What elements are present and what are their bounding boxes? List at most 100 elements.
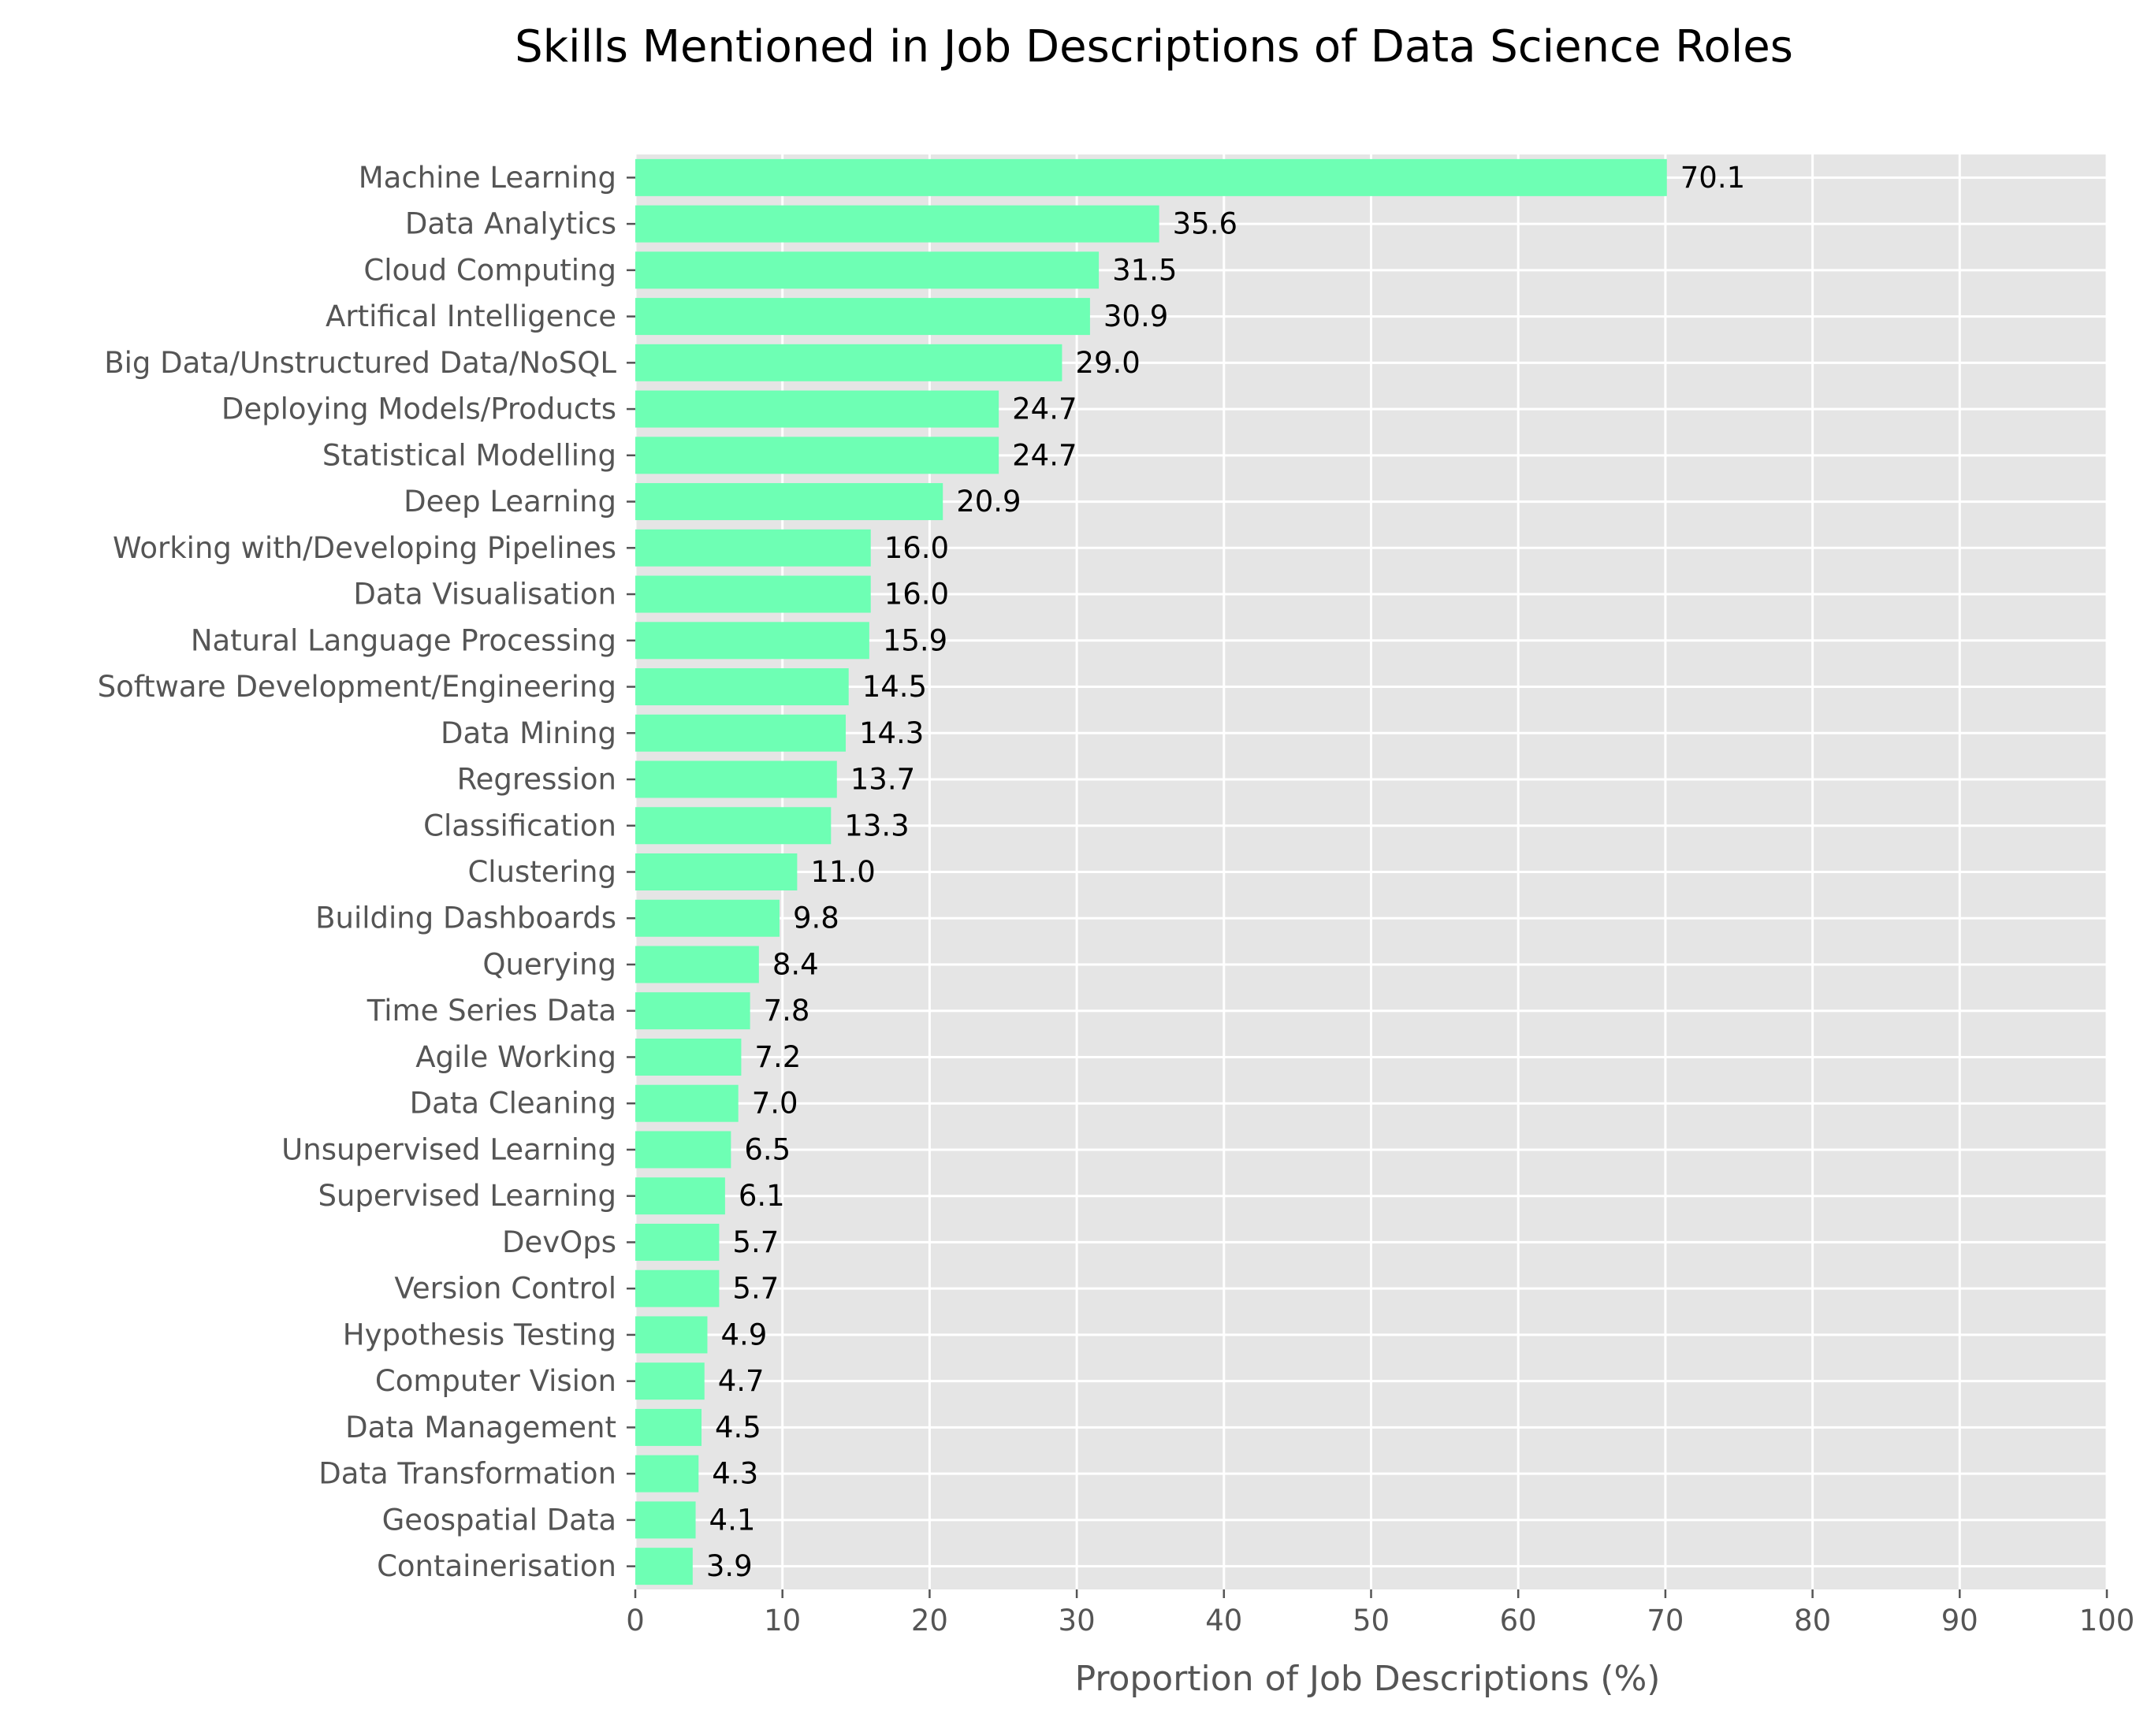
y-tick-label: Regression — [457, 763, 616, 797]
data-label: 9.8 — [793, 901, 839, 935]
y-tick-label: Machine Learning — [359, 161, 616, 195]
bar — [635, 946, 759, 983]
y-tick-label: Natural Language Processing — [191, 623, 616, 657]
bar — [635, 344, 1062, 381]
y-tick-label: DevOps — [502, 1225, 616, 1259]
data-label: 11.0 — [810, 855, 875, 889]
data-label: 5.7 — [732, 1272, 779, 1306]
y-tick-label: Version Control — [394, 1272, 616, 1306]
data-label: 30.9 — [1103, 299, 1168, 333]
bar — [635, 1316, 708, 1354]
x-tick-label: 20 — [911, 1604, 948, 1637]
bar — [635, 205, 1159, 243]
y-tick-label: Big Data/Unstructured Data/NoSQL — [104, 346, 616, 380]
data-label: 29.0 — [1075, 346, 1140, 380]
y-tick-label: Agile Working — [415, 1040, 616, 1074]
bar — [635, 1455, 699, 1493]
bar — [635, 1501, 696, 1539]
x-tick-label: 90 — [1941, 1604, 1978, 1637]
x-tick-label: 0 — [626, 1604, 645, 1637]
data-label: 4.9 — [720, 1318, 767, 1351]
bar — [635, 1269, 720, 1307]
y-tick-label: Data Management — [345, 1411, 616, 1444]
bar — [635, 390, 999, 428]
data-label: 4.7 — [718, 1364, 765, 1398]
y-tick-label: Building Dashboards — [315, 901, 616, 935]
bar — [635, 668, 849, 706]
y-tick-label: Deploying Models/Products — [221, 392, 616, 426]
x-axis: 0 10 20 30 40 50 60 70 80 90 100 — [626, 1589, 2134, 1637]
bar — [635, 529, 871, 567]
y-tick-label: Hypothesis Testing — [343, 1318, 616, 1351]
data-label: 35.6 — [1173, 207, 1237, 241]
data-label: 7.8 — [764, 994, 810, 1028]
bar — [635, 575, 871, 613]
y-tick-label: Computer Vision — [375, 1364, 616, 1398]
chart-title: Skills Mentioned in Job Descriptions of … — [515, 21, 1793, 72]
x-axis-label: Proportion of Job Descriptions (%) — [1075, 1659, 1661, 1699]
bar — [635, 853, 798, 890]
x-tick-label: 80 — [1794, 1604, 1831, 1637]
bar — [635, 760, 837, 798]
data-label: 4.5 — [715, 1411, 761, 1444]
y-tick-label: Data Analytics — [405, 207, 616, 241]
data-label: 14.5 — [862, 670, 927, 704]
bar — [635, 714, 846, 752]
x-tick-label: 10 — [764, 1604, 801, 1637]
bar — [635, 1084, 739, 1122]
bar — [635, 483, 943, 521]
bar — [635, 251, 1100, 289]
y-tick-label: Data Transformation — [318, 1457, 616, 1491]
y-tick-label: Software Development/Engineering — [98, 670, 616, 704]
data-label: 15.9 — [883, 623, 947, 657]
data-labels: 70.135.631.530.929.024.724.720.916.016.0… — [706, 161, 1745, 1583]
bar — [635, 437, 999, 474]
y-tick-label: Artifical Intelligence — [326, 299, 616, 333]
y-tick-label: Data Cleaning — [410, 1087, 616, 1121]
y-tick-label: Working with/Developing Pipelines — [113, 531, 616, 565]
data-label: 8.4 — [772, 947, 819, 981]
x-tick-label: 50 — [1353, 1604, 1390, 1637]
y-tick-label: Cloud Computing — [363, 253, 616, 287]
data-label: 24.7 — [1012, 438, 1077, 472]
y-tick-label: Containerisation — [377, 1549, 616, 1583]
data-label: 16.0 — [884, 531, 949, 565]
x-tick-label: 100 — [2079, 1604, 2135, 1637]
y-tick-label: Geospatial Data — [382, 1503, 616, 1537]
data-label: 6.5 — [744, 1132, 791, 1166]
bar — [635, 899, 780, 937]
data-label: 20.9 — [956, 485, 1021, 519]
bar — [635, 158, 1667, 196]
data-label: 31.5 — [1112, 253, 1177, 287]
y-tick-label: Querying — [482, 947, 616, 981]
bar — [635, 992, 750, 1030]
data-label: 16.0 — [884, 578, 949, 612]
bar — [635, 1131, 731, 1169]
bar — [635, 1362, 705, 1400]
bar — [635, 807, 832, 845]
bar — [635, 622, 869, 660]
bar — [635, 298, 1090, 336]
x-tick-label: 30 — [1059, 1604, 1096, 1637]
data-label: 3.9 — [706, 1549, 753, 1583]
y-axis: Machine Learning Data Analytics Cloud Comp… — [98, 161, 635, 1583]
bar — [635, 1223, 720, 1261]
x-tick-label: 60 — [1500, 1604, 1537, 1637]
data-label: 13.7 — [850, 763, 915, 797]
x-tick-label: 70 — [1647, 1604, 1684, 1637]
data-label: 14.3 — [859, 716, 924, 750]
data-label: 5.7 — [732, 1225, 779, 1259]
y-tick-label: Supervised Learning — [318, 1179, 617, 1213]
data-label: 24.7 — [1012, 392, 1077, 426]
bar — [635, 1408, 702, 1446]
data-label: 7.2 — [754, 1040, 801, 1074]
x-tick-label: 40 — [1205, 1604, 1242, 1637]
data-label: 4.3 — [712, 1457, 758, 1491]
y-tick-label: Statistical Modelling — [322, 438, 616, 472]
data-label: 7.0 — [752, 1087, 798, 1121]
bar — [635, 1177, 725, 1215]
y-tick-label: Classification — [423, 809, 616, 842]
bar — [635, 1038, 742, 1076]
y-tick-label: Deep Learning — [404, 485, 616, 519]
